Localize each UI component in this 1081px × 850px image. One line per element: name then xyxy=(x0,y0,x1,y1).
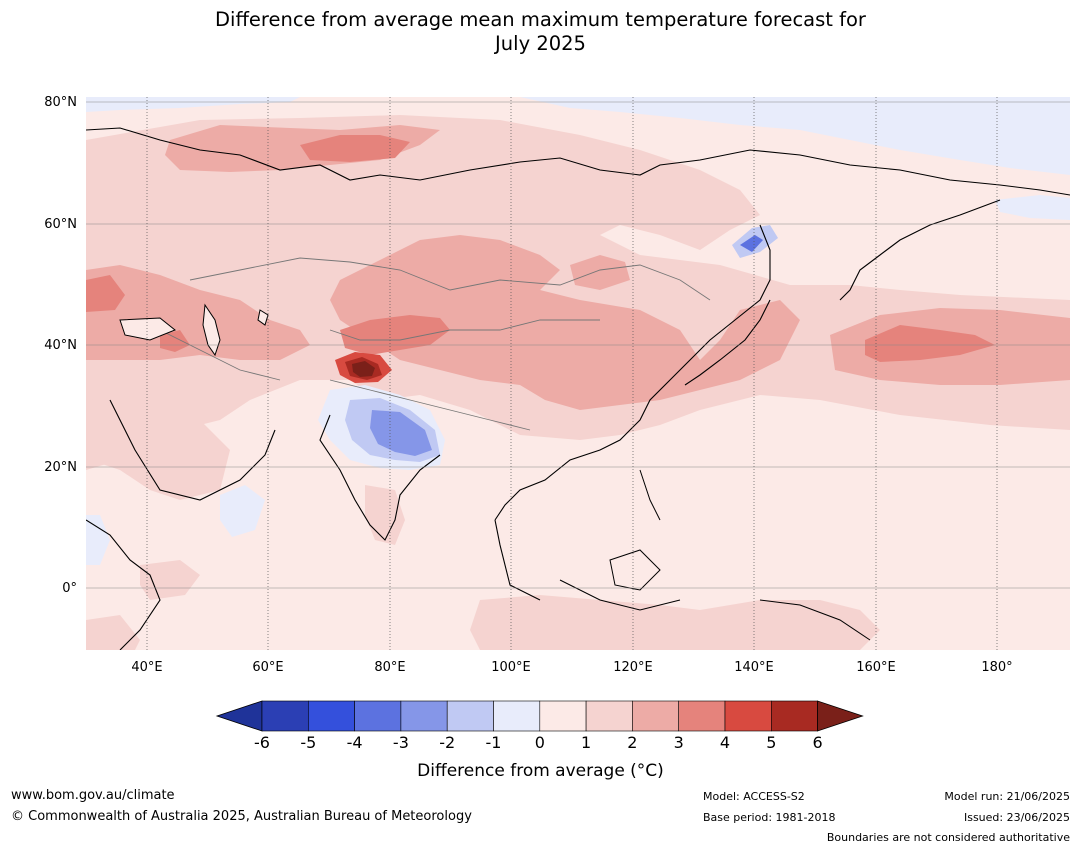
colorbar-tick: -2 xyxy=(439,733,456,752)
colorbar-tick: -1 xyxy=(485,733,502,752)
lon-label-140e: 140°E xyxy=(734,660,774,675)
mongolia-warm xyxy=(570,255,630,290)
west-russia-hot xyxy=(86,275,125,312)
arabian-sea-cool xyxy=(220,485,265,537)
arabia-warm xyxy=(86,395,230,500)
lon-label-60e: 60°E xyxy=(252,660,284,675)
west-arctic-cool xyxy=(86,97,300,112)
coastlines xyxy=(86,127,1070,650)
islands xyxy=(559,469,871,641)
colorbar xyxy=(215,700,864,732)
colorbar-swatch xyxy=(493,700,541,732)
india-cool-core xyxy=(370,410,432,456)
footer-copyright: © Commonwealth of Australia 2025, Austra… xyxy=(11,809,472,824)
eurasia-warm-band xyxy=(86,115,1070,470)
colorbar-swatch xyxy=(678,700,726,732)
island-borneo xyxy=(609,549,661,591)
central-asia-warm xyxy=(330,235,800,410)
footer-model-run: Model run: 21/06/2025 xyxy=(944,790,1070,803)
lon-label-100e: 100°E xyxy=(491,660,531,675)
island-philippines xyxy=(639,469,661,521)
chart-title-line1: Difference from average mean maximum tem… xyxy=(215,8,866,31)
colorbar-swatch xyxy=(724,700,772,732)
border-himalaya xyxy=(329,379,531,431)
indonesia-warm xyxy=(470,595,880,650)
map-anomaly-layer xyxy=(86,97,1070,650)
colorbar-tick: 6 xyxy=(812,733,823,752)
caspian-sea xyxy=(202,303,221,357)
lat-label-60n: 60°N xyxy=(44,217,77,232)
coastline-india xyxy=(319,414,441,541)
africa-cool xyxy=(86,515,110,565)
footer-url[interactable]: www.bom.gov.au/climate xyxy=(11,788,175,803)
footer-model: Model: ACCESS-S2 xyxy=(703,790,805,803)
africa-warm xyxy=(86,615,140,650)
colorbar-extend-low xyxy=(215,700,263,732)
coastline-east-asia xyxy=(494,224,771,521)
colorbar-swatch xyxy=(539,700,587,732)
colorbar-tick: -3 xyxy=(392,733,409,752)
lat-label-20n: 20°N xyxy=(44,460,77,475)
lat-label-40n: 40°N xyxy=(44,338,77,353)
colorbar-swatch xyxy=(632,700,680,732)
footer-base-period: Base period: 1981-2018 xyxy=(703,811,836,824)
colorbar-tick: -5 xyxy=(300,733,317,752)
aral-sea xyxy=(257,309,269,326)
lat-label-80n: 80°N xyxy=(44,95,77,110)
chart-title-line2: July 2025 xyxy=(495,32,586,55)
island-new-guinea xyxy=(759,599,871,641)
middle-east-hot xyxy=(160,330,190,352)
arctic-cool-region xyxy=(520,97,1070,175)
chart-title: Difference from average mean maximum tem… xyxy=(0,8,1081,56)
colorbar-label: Difference from average (°C) xyxy=(417,761,664,781)
colorbar-tick: -4 xyxy=(346,733,363,752)
lon-label-160e: 160°E xyxy=(856,660,896,675)
border-middle-east xyxy=(159,329,281,381)
colorbar-swatch xyxy=(400,700,448,732)
pacific-hot xyxy=(865,325,995,362)
lat-label-0: 0° xyxy=(62,581,77,596)
colorbar-tick: -6 xyxy=(254,733,270,752)
coastline-kamchatka xyxy=(839,199,1001,301)
colorbar-swatch xyxy=(770,700,818,732)
lon-label-80e: 80°E xyxy=(374,660,406,675)
lon-label-180: 180° xyxy=(981,660,1013,675)
border-russia-south xyxy=(189,257,711,301)
colorbar-swatch xyxy=(307,700,355,732)
country-borders xyxy=(159,257,711,431)
okhotsk-cool-core xyxy=(740,235,763,252)
colorbar-tick: 5 xyxy=(766,733,777,752)
east-siberia-cool xyxy=(995,195,1070,220)
colorbar-tick: 4 xyxy=(719,733,731,752)
coastline-arctic xyxy=(86,127,1070,196)
lon-gridlines xyxy=(146,97,998,650)
gridlines xyxy=(86,101,1070,589)
arctic-hot xyxy=(300,135,410,162)
island-sumatra xyxy=(559,579,681,611)
coastline-japan xyxy=(684,299,771,386)
colorbar-tick: 0 xyxy=(534,733,545,752)
footer-issued: Issued: 23/06/2025 xyxy=(963,811,1070,824)
border-china-west xyxy=(329,319,600,341)
colorbar-swatch xyxy=(261,700,309,732)
coastline-southeast-asia xyxy=(494,519,541,601)
colorbar-swatch xyxy=(354,700,402,732)
colorbar-swatch xyxy=(446,700,494,732)
footer-disclaimer: Boundaries are not considered authoritat… xyxy=(826,831,1070,844)
colorbar-swatch xyxy=(585,700,633,732)
colorbar-tick: 1 xyxy=(581,733,592,752)
coastline-arabia xyxy=(109,399,276,501)
coastline-africa xyxy=(86,519,161,650)
lon-label-40e: 40°E xyxy=(131,660,163,675)
karakoram-peak xyxy=(352,361,375,377)
colorbar-tick: 2 xyxy=(627,733,638,752)
east-africa-warm xyxy=(140,560,200,600)
colorbar-extend-high xyxy=(817,700,864,732)
black-sea xyxy=(119,317,176,341)
colorbar-tick: 3 xyxy=(673,733,684,752)
lon-label-120e: 120°E xyxy=(613,660,653,675)
